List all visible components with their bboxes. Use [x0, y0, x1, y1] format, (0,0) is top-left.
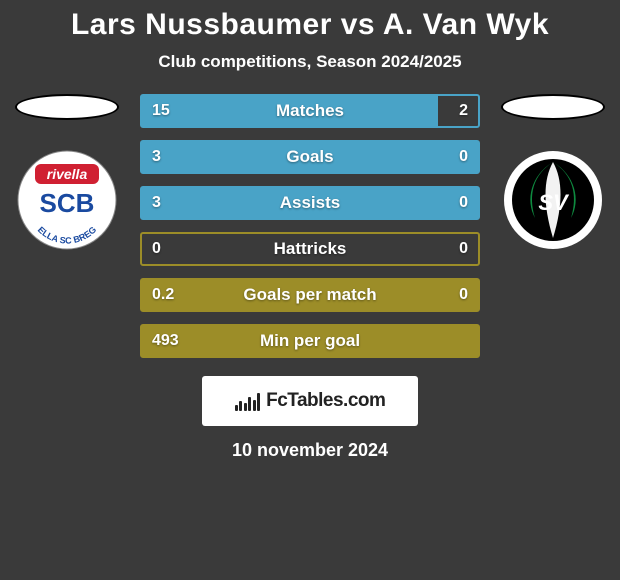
source-badge: FcTables.com: [202, 376, 418, 426]
stat-bars: 15Matches23Goals03Assists00Hattricks00.2…: [140, 94, 480, 358]
svg-text:rivella: rivella: [47, 166, 88, 182]
chart-icon-bar: [257, 393, 260, 411]
source-text: FcTables.com: [266, 390, 385, 412]
date-footer: 10 november 2024: [0, 440, 620, 461]
stat-value-right: 2: [459, 96, 468, 126]
left-club-badge: rivella SCB ELLA SC BREG: [17, 150, 117, 250]
chart-icon-bar: [253, 400, 256, 411]
sv-logo: SV: [503, 150, 603, 250]
chart-icon-bar: [244, 403, 247, 411]
right-team-col: SV: [498, 94, 608, 250]
chart-icon-bar: [239, 401, 242, 411]
subtitle: Club competitions, Season 2024/2025: [0, 52, 620, 72]
chart-icon-bar: [235, 405, 238, 411]
stat-row: 0.2Goals per match0: [140, 278, 480, 312]
svg-text:SV: SV: [538, 190, 570, 215]
stat-label: Hattricks: [142, 234, 478, 264]
comparison-card: Lars Nussbaumer vs A. Van Wyk Club compe…: [0, 0, 620, 461]
chart-icon: [235, 391, 261, 411]
stat-row: 0Hattricks0: [140, 232, 480, 266]
scb-logo: rivella SCB ELLA SC BREG: [17, 150, 117, 250]
chart-icon-bar: [248, 397, 251, 411]
right-club-badge: SV: [503, 150, 603, 250]
left-flag: [15, 94, 119, 120]
stat-label: Goals: [142, 142, 478, 172]
stat-row: 3Assists0: [140, 186, 480, 220]
stat-label: Goals per match: [142, 280, 478, 310]
stat-value-right: 0: [459, 188, 468, 218]
stat-value-right: 0: [459, 234, 468, 264]
right-flag: [501, 94, 605, 120]
stat-label: Assists: [142, 188, 478, 218]
stat-label: Matches: [142, 96, 478, 126]
page-title: Lars Nussbaumer vs A. Van Wyk: [0, 8, 620, 42]
stat-row: 3Goals0: [140, 140, 480, 174]
stat-value-right: 0: [459, 142, 468, 172]
stat-row: 15Matches2: [140, 94, 480, 128]
left-team-col: rivella SCB ELLA SC BREG: [12, 94, 122, 250]
stat-value-right: 0: [459, 280, 468, 310]
main-row: rivella SCB ELLA SC BREG 15Matches2 3Goal…: [0, 94, 620, 358]
stat-row: 493Min per goal: [140, 324, 480, 358]
svg-text:SCB: SCB: [40, 188, 95, 218]
stat-label: Min per goal: [142, 326, 478, 356]
